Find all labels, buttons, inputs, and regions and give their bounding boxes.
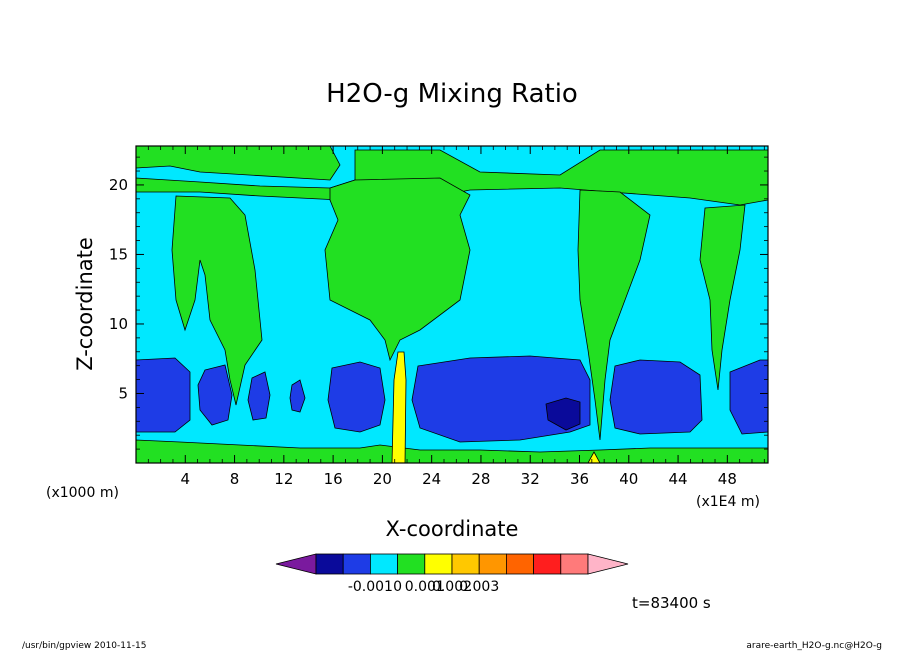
chart-title: H2O-g Mixing Ratio: [326, 79, 578, 109]
x-axis: 4 8 12 16 20 24 28 32 36 40 44 48: [147, 146, 765, 488]
x-tick-label: 16: [324, 470, 343, 488]
contour-region-blue-core-5: [327, 361, 386, 433]
colorbar-label: 0.003: [459, 579, 499, 595]
contour-region-green-bottom-band: [136, 439, 768, 463]
x-unit-left: (x1000 m): [46, 485, 119, 501]
y-tick-label: 15: [109, 245, 128, 263]
contour-region-blue-core-8: [729, 359, 768, 435]
footer-right: arare-earth_H2O-g.nc@H2O-g: [746, 641, 882, 651]
colorbar-label: 0.002: [432, 579, 472, 595]
contour-region-green-right-plume: [577, 189, 651, 441]
y-tick-label: 20: [109, 176, 128, 194]
contour-region-yellow-plume: [391, 351, 407, 463]
x-tick-label: 32: [521, 470, 540, 488]
colorbar-box: [397, 553, 426, 575]
x-tick-label: 20: [373, 470, 392, 488]
footer-left: /usr/bin/gpview 2010-11-15: [22, 641, 146, 651]
x-unit-right: (x1E4 m): [696, 494, 760, 510]
contour-region-blue-core-2: [197, 364, 233, 426]
contour-region-dark-blue-pocket: [545, 397, 581, 431]
colorbar-box: [369, 553, 398, 575]
colorbar-high-triangle: [587, 553, 629, 575]
contour-region-blue-core-3: [247, 371, 271, 421]
colorbar-box: [533, 553, 562, 575]
contour-region-green-central-column: [324, 177, 471, 362]
colorbar-label: -0.001: [348, 579, 393, 595]
colorbar-box: [315, 553, 344, 575]
contour-region-green-top-left: [136, 146, 341, 181]
contour-region-green-far-right-plume: [699, 204, 746, 391]
y-tick-label: 5: [118, 384, 128, 402]
time-label: t=83400 s: [632, 594, 711, 612]
colorbar-box: [342, 553, 371, 575]
x-tick-label: 28: [471, 470, 490, 488]
colorbar-box: [424, 553, 453, 575]
x-tick-label: 44: [669, 470, 688, 488]
contour-region-blue-core-7: [609, 359, 703, 435]
x-tick-label: 12: [274, 470, 293, 488]
contour-region-green-left-plume: [171, 195, 263, 406]
x-axis-label: X-coordinate: [386, 517, 519, 541]
plot-frame: [135, 145, 769, 464]
colorbar-label: 0: [393, 579, 402, 595]
y-axis-label: Z-coordinate: [73, 237, 97, 371]
contour-region-blue-core-4: [289, 379, 306, 413]
colorbar-label: 0.001: [405, 579, 445, 595]
x-tick-label: 8: [230, 470, 240, 488]
x-tick-label: 40: [619, 470, 638, 488]
contour-field: [136, 146, 768, 463]
colorbar: [275, 553, 629, 575]
y-axis: 5 10 15 20: [109, 156, 768, 450]
x-tick-label: 36: [570, 470, 589, 488]
contour-region-blue-core-6: [411, 355, 591, 443]
contour-region-yellow-bottom-spot: [587, 451, 601, 463]
y-tick-label: 10: [109, 315, 128, 333]
colorbar-box: [560, 553, 589, 575]
colorbar-box: [505, 553, 534, 575]
colorbar-box: [478, 553, 507, 575]
x-tick-label: 48: [718, 470, 737, 488]
contour-region-blue-core-1: [136, 357, 191, 433]
x-tick-label: 24: [422, 470, 441, 488]
colorbar-box: [451, 553, 480, 575]
colorbar-low-triangle: [275, 553, 317, 575]
x-tick-label: 4: [181, 470, 191, 488]
